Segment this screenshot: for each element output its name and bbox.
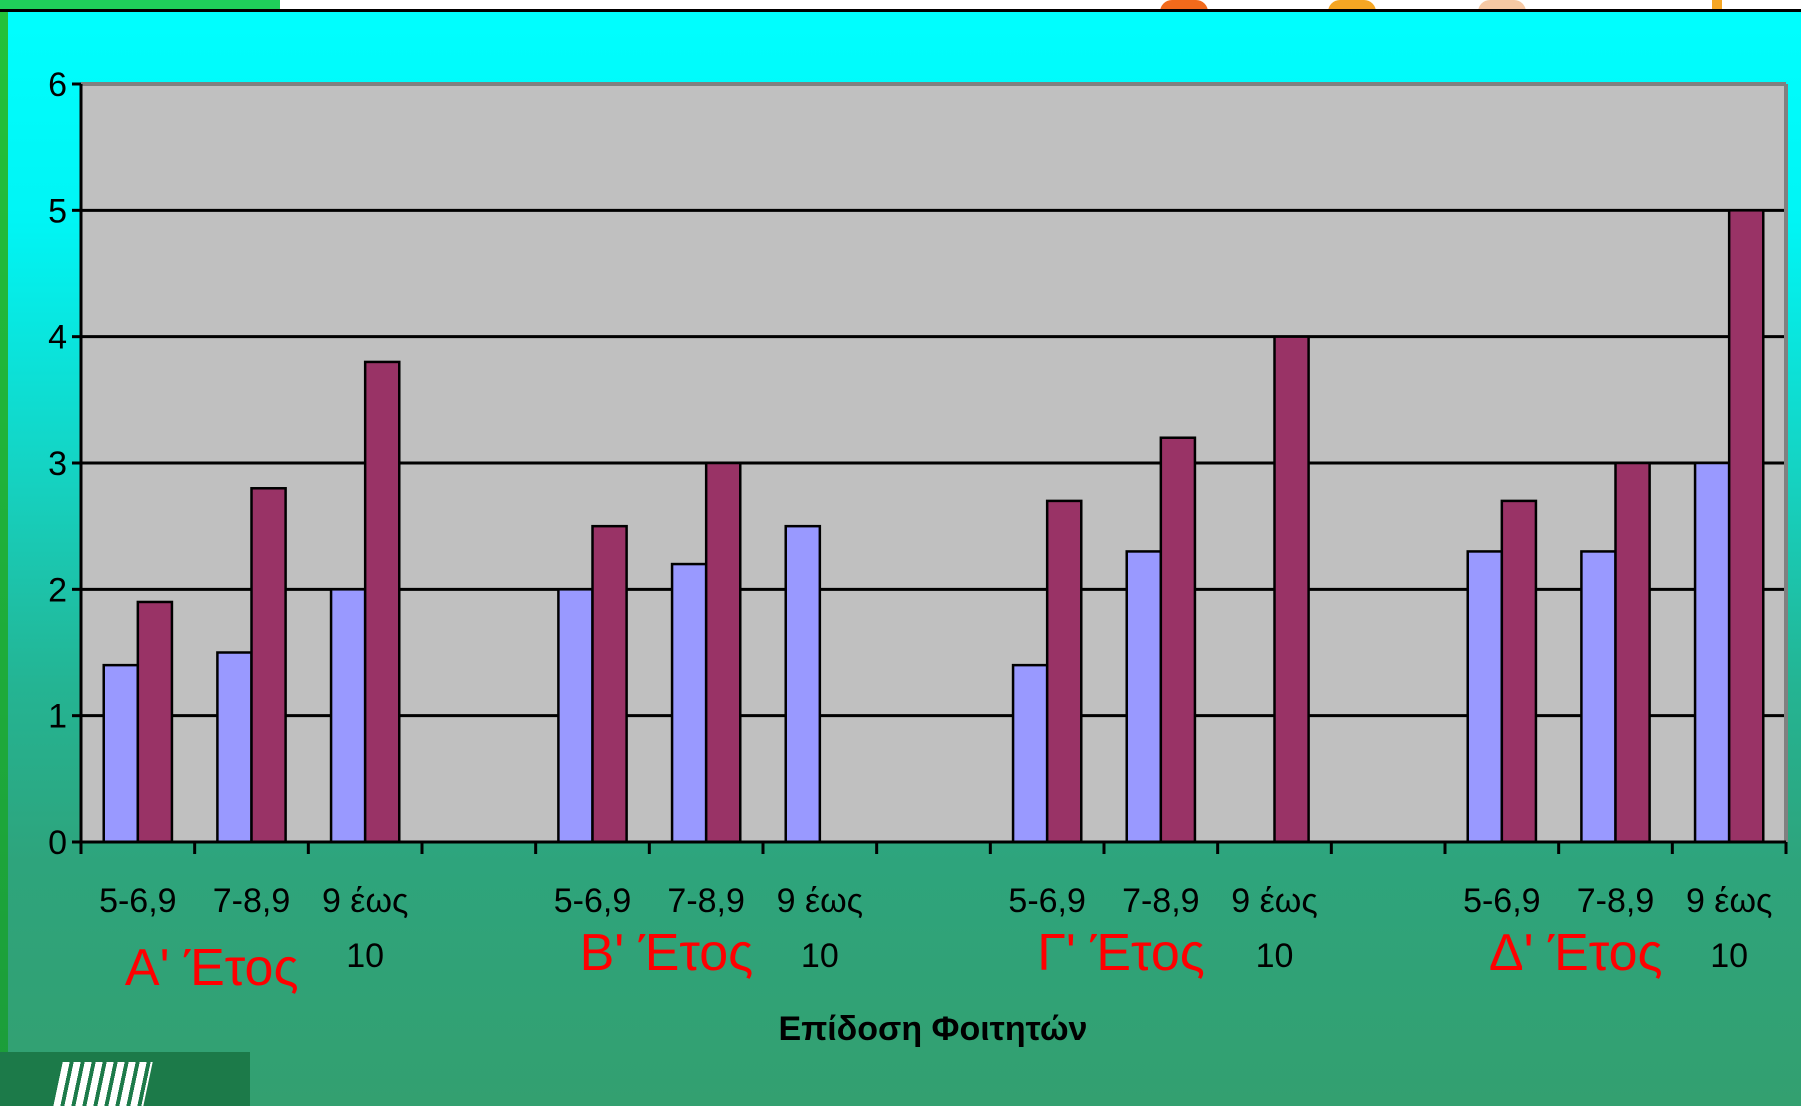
x-tick-label: 5-6,9 — [1463, 882, 1541, 920]
bar-series-1 — [1011, 663, 1049, 844]
x-tick-label: 7-8,9 — [213, 882, 291, 920]
slide-top-rule — [0, 9, 1801, 12]
slide-left-border — [0, 0, 8, 1106]
bar-series-2 — [1045, 499, 1083, 844]
decorative-shape-gold — [1712, 0, 1722, 12]
y-tick-label: 4 — [48, 319, 67, 357]
bar-series-2 — [1614, 461, 1651, 844]
bar-series-1 — [1125, 550, 1163, 844]
bar-series-1 — [329, 588, 367, 844]
bar-series-1 — [784, 524, 822, 844]
x-tick-label: 10 — [1710, 937, 1748, 975]
bar-series-1 — [102, 663, 140, 844]
axes — [72, 82, 1788, 854]
bar-series-1 — [670, 562, 708, 844]
x-tick-label: 10 — [346, 937, 384, 975]
x-tick-label: 10 — [801, 937, 839, 975]
x-tick-label: 9 έως — [1231, 882, 1317, 920]
group-label: Γ' Έτος — [1037, 924, 1205, 982]
labels: 0 1 2 3 4 5 6 5-6,9 7-8,9 9 έως 10 5-6,9 7-8,9 9 έως 1… — [48, 66, 1772, 997]
bar-series-2 — [1500, 499, 1538, 844]
bar-series-2 — [1273, 335, 1310, 844]
logo-mark-icon — [53, 1062, 153, 1106]
bar-series-1 — [1466, 550, 1504, 844]
bars — [102, 209, 1765, 844]
x-tick-label: 5-6,9 — [554, 882, 632, 920]
logo — [0, 1052, 250, 1106]
x-tick-label: 9 έως — [1686, 882, 1772, 920]
bar-series-1 — [1693, 461, 1731, 844]
x-tick-label: 7-8,9 — [667, 882, 745, 920]
y-tick-label: 5 — [48, 192, 67, 230]
y-tick-label: 0 — [48, 824, 67, 862]
bar-series-1 — [216, 651, 253, 844]
y-tick-label: 3 — [48, 445, 67, 483]
y-tick-label: 1 — [48, 698, 67, 736]
bar-series-2 — [250, 487, 287, 844]
group-label: Δ' Έτος — [1489, 924, 1663, 982]
x-tick-label: 9 έως — [777, 882, 863, 920]
bar-series-2 — [591, 524, 628, 844]
bar-series-2 — [136, 600, 174, 844]
x-tick-label: 7-8,9 — [1577, 882, 1655, 920]
x-tick-label: 10 — [1256, 937, 1294, 975]
y-tick-label: 6 — [48, 66, 67, 104]
bar-series-2 — [1727, 209, 1765, 844]
x-tick-label: 5-6,9 — [99, 882, 177, 920]
x-axis-title: Επίδοση Φοιτητών — [779, 1010, 1088, 1048]
x-tick-label: 7-8,9 — [1122, 882, 1200, 920]
bar-series-2 — [704, 461, 742, 844]
group-label: Β' Έτος — [580, 924, 754, 982]
group-label: Α' Έτος — [125, 939, 299, 997]
y-tick-label: 2 — [48, 571, 67, 609]
bar-series-2 — [1159, 436, 1197, 844]
bar-series-2 — [363, 360, 401, 844]
x-tick-label: 5-6,9 — [1008, 882, 1086, 920]
bar-series-1 — [1580, 550, 1617, 844]
x-tick-label: 9 έως — [322, 882, 408, 920]
bar-series-1 — [557, 588, 594, 844]
